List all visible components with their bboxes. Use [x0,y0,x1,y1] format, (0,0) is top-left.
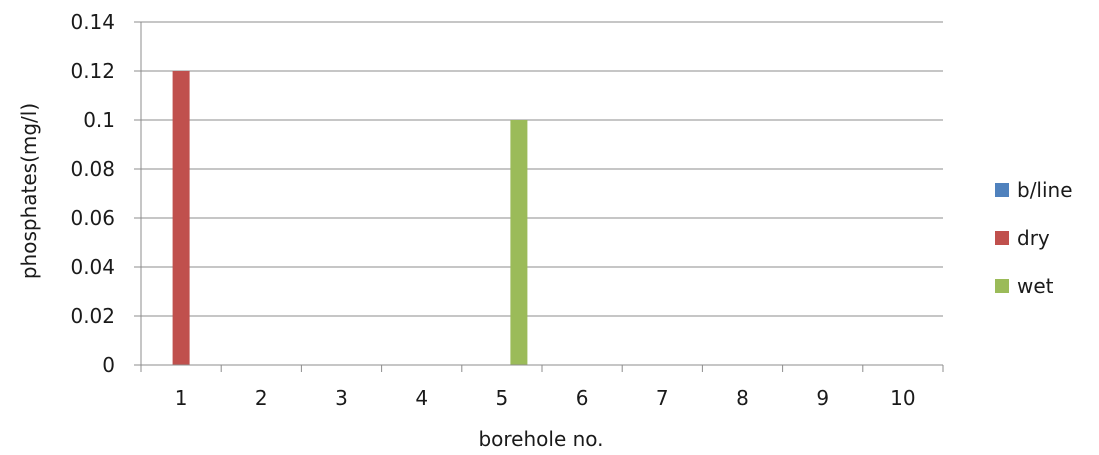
y-tick-labels: 0 0.02 0.04 0.06 0.08 0.1 0.12 0.14 [70,10,115,377]
x-tick-label: 5 [496,386,509,410]
gridlines [134,21,943,366]
y-tick-label: 0 [102,353,115,377]
bars [172,71,528,365]
bar-dry [172,71,190,365]
legend-label: wet [1017,274,1054,298]
y-tick-label: 0.08 [70,157,115,181]
x-tick-label: 7 [656,386,669,410]
legend-label: b/line [1017,178,1073,202]
x-tick-label: 4 [415,386,428,410]
y-tick-label: 0.14 [70,10,115,34]
x-tick-label: 3 [335,386,348,410]
y-tick-label: 0.12 [70,59,115,83]
x-tick-label: 6 [576,386,589,410]
legend-swatch [995,183,1009,197]
x-axis-title: borehole no. [478,427,603,450]
y-tick-label: 0.1 [83,108,115,132]
x-tick-label: 2 [255,386,268,410]
bar-wet [510,120,528,365]
legend: b/line dry wet [995,178,1073,298]
legend-swatch [995,231,1009,245]
legend-swatch [995,279,1009,293]
y-tick-label: 0.06 [70,206,115,230]
x-tick-label: 1 [175,386,188,410]
axes [140,22,944,372]
y-tick-label: 0.02 [70,304,115,328]
x-tick-label: 9 [816,386,829,410]
legend-label: dry [1017,226,1050,250]
y-axis-title: phosphates(mg/l) [17,103,41,279]
y-tick-label: 0.04 [70,255,115,279]
x-tick-label: 10 [890,386,915,410]
x-tick-label: 8 [736,386,749,410]
x-tick-labels: 1 2 3 4 5 6 7 8 9 10 [175,386,916,410]
